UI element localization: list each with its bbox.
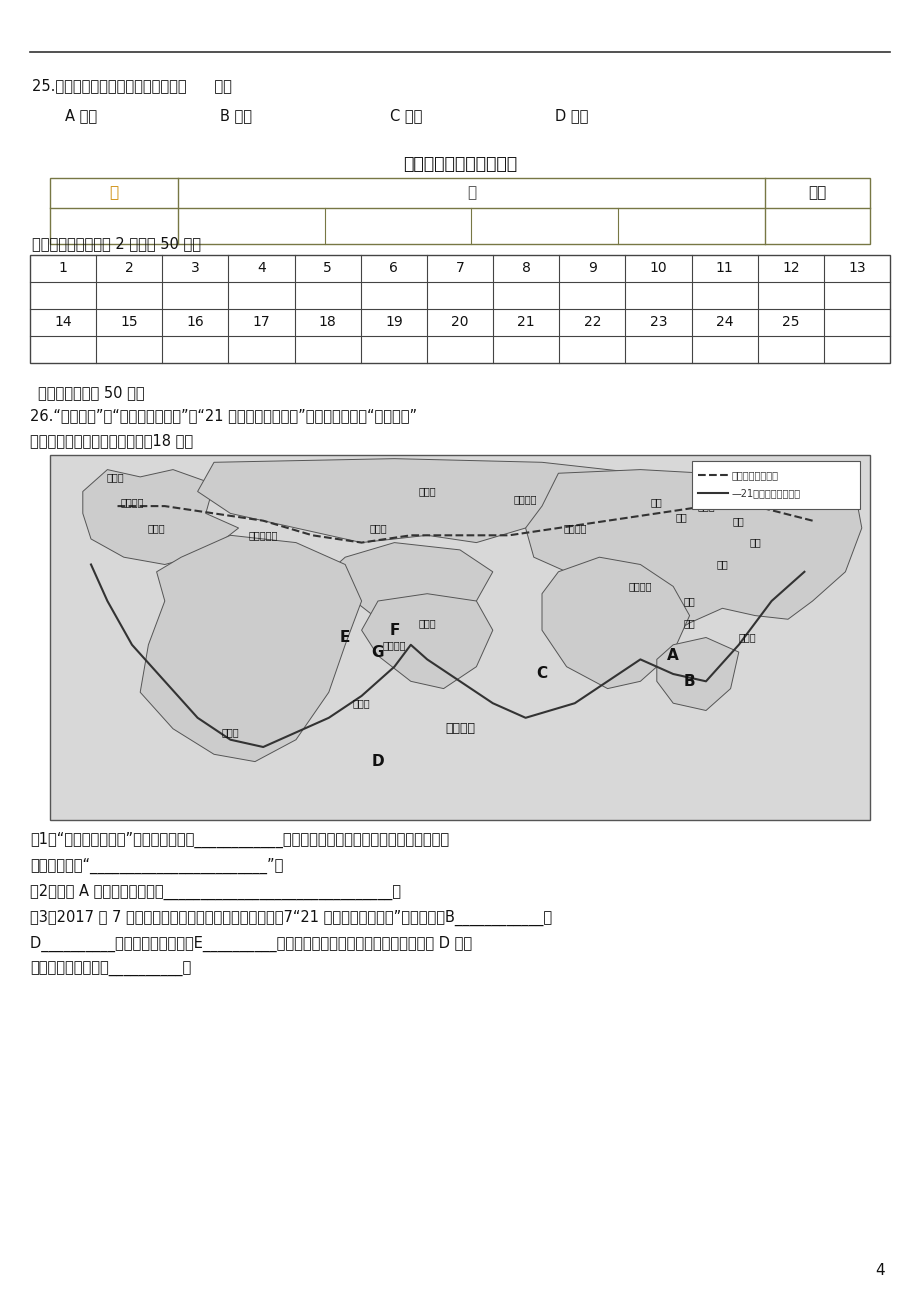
Text: 莫斯科: 莫斯科 — [418, 487, 436, 496]
Text: 阿内: 阿内 — [683, 596, 695, 605]
Bar — [30, 255, 889, 363]
Text: 科伦坡: 科伦坡 — [352, 698, 370, 708]
Text: 七年级地理下册期末试题: 七年级地理下册期末试题 — [403, 155, 516, 173]
Text: 13: 13 — [847, 262, 865, 276]
Text: 7: 7 — [455, 262, 464, 276]
Text: D: D — [371, 754, 384, 769]
Text: 上海: 上海 — [732, 516, 743, 526]
Text: 15: 15 — [120, 315, 138, 329]
Text: B 海豹: B 海豹 — [220, 108, 252, 122]
Text: 德黑兰: 德黑兰 — [369, 523, 386, 533]
Text: 吉大: 吉大 — [683, 618, 695, 628]
Text: 23: 23 — [649, 315, 666, 329]
Text: 一: 一 — [109, 185, 119, 201]
Text: 21: 21 — [516, 315, 534, 329]
Text: A: A — [666, 648, 678, 663]
Polygon shape — [541, 557, 689, 689]
Polygon shape — [656, 638, 738, 711]
Text: 杜伊斯堡: 杜伊斯堡 — [120, 497, 143, 508]
Text: F: F — [389, 622, 399, 638]
Text: 4: 4 — [257, 262, 266, 276]
Text: （1）“丝绸之路经济带”经过的莫斯科是____________的首都，该国的西伯利亚大铁路连接了亚欧: （1）“丝绸之路经济带”经过的莫斯科是____________的首都，该国的西伯… — [30, 832, 448, 848]
Bar — [50, 178, 869, 243]
Text: 鹿特丹: 鹿特丹 — [107, 471, 124, 482]
Text: 25.．难于在北极地区看见的动物是（      ）。: 25.．难于在北极地区看见的动物是（ ）。 — [32, 78, 232, 92]
Text: E: E — [340, 630, 350, 644]
Text: 时是顺风还是逆风？__________。: 时是顺风还是逆风？__________。 — [30, 962, 191, 976]
Text: D__________、阿拉伯海、红海、E__________，地中海、大西洋到达欧洲，当轮船经过 D 大洋: D__________、阿拉伯海、红海、E__________，地中海、大西洋到… — [30, 936, 471, 952]
Text: 11: 11 — [715, 262, 732, 276]
Text: 4: 4 — [874, 1263, 884, 1279]
Bar — [691, 461, 859, 509]
Text: 阿拉伯海: 阿拉伯海 — [445, 723, 474, 736]
Text: 瓦达尔: 瓦达尔 — [418, 618, 436, 628]
Text: （2）图中 A 半岛的地形特点为_______________________________。: （2）图中 A 半岛的地形特点为________________________… — [30, 884, 401, 900]
Polygon shape — [328, 543, 493, 630]
Text: 阿拉木图: 阿拉木图 — [514, 493, 537, 504]
Bar — [50, 454, 869, 820]
Text: B: B — [683, 674, 695, 689]
Text: 16: 16 — [187, 315, 204, 329]
Text: 1: 1 — [59, 262, 67, 276]
Text: C: C — [536, 667, 547, 681]
Text: 18: 18 — [319, 315, 336, 329]
Text: 新加坡: 新加坡 — [737, 633, 755, 642]
Text: 9: 9 — [587, 262, 596, 276]
Text: 的路线图，读图回答下列问题（18 分）: 的路线图，读图回答下列问题（18 分） — [30, 434, 193, 448]
Text: 2: 2 — [125, 262, 133, 276]
Text: 25: 25 — [781, 315, 799, 329]
Text: 一丝绸之路经济带: 一丝绸之路经济带 — [732, 470, 778, 480]
Text: A 企鹅: A 企鹅 — [65, 108, 97, 122]
Text: 乌鲁木齐: 乌鲁木齐 — [562, 523, 586, 533]
Text: 兰州: 兰州 — [651, 497, 662, 508]
Text: 19: 19 — [384, 315, 403, 329]
Text: 20: 20 — [450, 315, 469, 329]
Text: 广州: 广州 — [716, 560, 728, 569]
Text: D 驯鹿: D 驯鹿 — [554, 108, 588, 122]
Text: 福州: 福州 — [748, 538, 760, 548]
Polygon shape — [361, 594, 493, 689]
Text: 二: 二 — [467, 185, 475, 201]
Polygon shape — [198, 458, 746, 543]
Polygon shape — [525, 470, 861, 638]
Text: 5: 5 — [323, 262, 332, 276]
Text: 伊斯坦布尔: 伊斯坦布尔 — [248, 530, 278, 540]
Text: 威尼斯: 威尼斯 — [148, 523, 165, 533]
Text: （3）2017 年 7 月，一艘满载货物的轮船从我国出发，氧7“21 世纪海上丝绸之路”经过南海、B____________、: （3）2017 年 7 月，一艘满载货物的轮船从我国出发，氧7“21 世纪海上丝… — [30, 910, 551, 926]
Text: 卡尔各答: 卡尔各答 — [628, 582, 652, 591]
Text: G: G — [371, 644, 384, 660]
Polygon shape — [83, 470, 238, 565]
Text: 二、综合题（共 50 分）: 二、综合题（共 50 分） — [38, 385, 144, 400]
Text: —21世纪海上丝绸之路: —21世纪海上丝绸之路 — [732, 488, 800, 497]
Text: 8: 8 — [521, 262, 530, 276]
Text: 3: 3 — [191, 262, 199, 276]
Text: 24: 24 — [715, 315, 732, 329]
Text: 6: 6 — [389, 262, 398, 276]
Text: 内罗毕: 内罗毕 — [221, 728, 239, 737]
Text: C 白熊: C 白熊 — [390, 108, 422, 122]
Text: 14: 14 — [54, 315, 72, 329]
Text: 连云港: 连云港 — [697, 501, 714, 512]
Text: 26.“一带一路”是“丝绸之路经济带”和“21 世纪海上丝绸之路”的简称，下图为“一带一路”: 26.“一带一路”是“丝绸之路经济带”和“21 世纪海上丝绸之路”的简称，下图为… — [30, 408, 416, 423]
Text: 12: 12 — [781, 262, 799, 276]
Text: 一、选择题（每小题 2 分，共 50 分）: 一、选择题（每小题 2 分，共 50 分） — [32, 236, 200, 251]
Text: 22: 22 — [583, 315, 600, 329]
Text: 马斯喀特: 马斯喀特 — [382, 639, 405, 650]
Text: 10: 10 — [649, 262, 666, 276]
Text: 西安: 西安 — [675, 512, 686, 522]
Text: 总分: 总分 — [808, 185, 826, 201]
Polygon shape — [140, 535, 361, 762]
Text: 17: 17 — [253, 315, 270, 329]
Text: 大陆，被称为“________________________”。: 大陆，被称为“________________________”。 — [30, 858, 283, 874]
